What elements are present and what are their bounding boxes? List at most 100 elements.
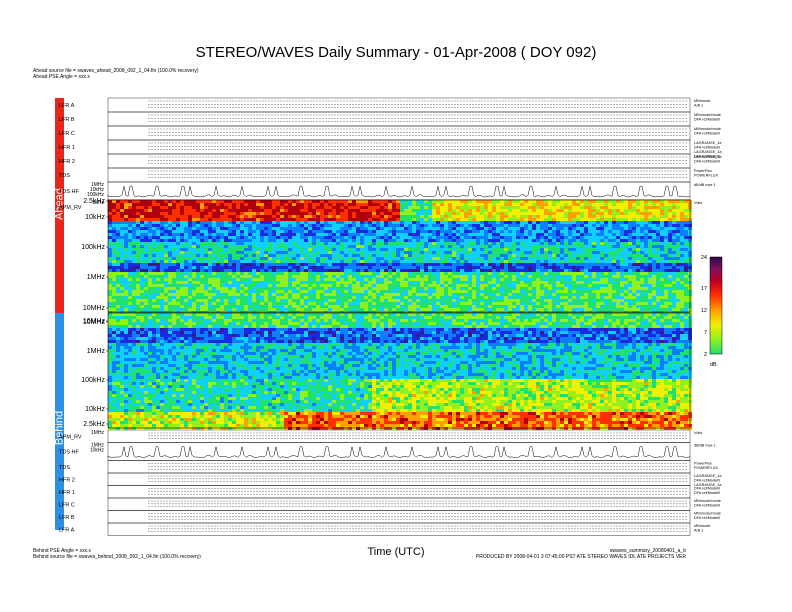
ahead-heat-cell <box>348 272 352 275</box>
ahead-heat-cell <box>204 224 208 227</box>
ahead-heat-cell <box>240 209 244 212</box>
ahead-heat-cell <box>588 269 592 272</box>
ahead-heat-cell <box>324 227 328 230</box>
ahead-heat-cell <box>596 218 600 221</box>
ahead-heat-cell <box>384 296 388 299</box>
ahead-heat-cell <box>252 233 256 236</box>
ahead-heat-cell <box>432 203 436 206</box>
ahead-heat-cell <box>448 224 452 227</box>
ahead-heat-cell <box>264 239 268 242</box>
ahead-heat-cell <box>132 224 136 227</box>
ahead-heat-cell <box>300 239 304 242</box>
ahead-heat-cell <box>576 260 580 263</box>
ahead-heat-cell <box>524 251 528 254</box>
ahead-heat-cell <box>152 296 156 299</box>
ahead-heat-cell <box>344 293 348 296</box>
ahead-heat-cell <box>332 290 336 293</box>
ahead-heat-cell <box>120 200 124 203</box>
ahead-heat-cell <box>228 278 232 281</box>
ahead-heat-cell <box>280 266 284 269</box>
ahead-heat-cell <box>348 278 352 281</box>
ahead-heat-cell <box>584 254 588 257</box>
ahead-heat-cell <box>272 203 276 206</box>
ahead-heat-cell <box>648 236 652 239</box>
ahead-panel-right-label: POWERFLUX <box>694 174 719 178</box>
ahead-heat-cell <box>472 233 476 236</box>
ahead-heat-cell <box>172 230 176 233</box>
ahead-heat-cell <box>384 290 388 293</box>
ahead-heat-cell <box>372 221 376 224</box>
ahead-heat-cell <box>132 269 136 272</box>
ahead-heat-cell <box>664 221 668 224</box>
ahead-heat-cell <box>128 212 132 215</box>
ahead-heat-cell <box>664 209 668 212</box>
ahead-heat-cell <box>408 227 412 230</box>
ahead-heat-cell <box>528 242 532 245</box>
ahead-heat-cell <box>656 212 660 215</box>
ahead-heat-cell <box>448 263 452 266</box>
ahead-heat-cell <box>464 209 468 212</box>
ahead-heat-cell <box>108 266 112 269</box>
behind-panel-tick: 1MHz <box>91 430 105 436</box>
ahead-heat-cell <box>280 293 284 296</box>
ahead-heat-cell <box>140 260 144 263</box>
ahead-heat-cell <box>572 293 576 296</box>
ahead-heat-cell <box>396 236 400 239</box>
ahead-heat-cell <box>668 263 672 266</box>
ahead-heat-cell <box>468 293 472 296</box>
ahead-heat-cell <box>388 293 392 296</box>
ahead-heat-cell <box>668 209 672 212</box>
ahead-heat-cell <box>376 296 380 299</box>
ahead-heat-cell <box>640 215 644 218</box>
ahead-heat-cell <box>672 287 676 290</box>
ahead-heat-cell <box>480 257 484 260</box>
ahead-heat-cell <box>188 218 192 221</box>
ahead-heat-cell <box>336 227 340 230</box>
ahead-heat-cell <box>444 227 448 230</box>
ahead-heat-cell <box>244 275 248 278</box>
ahead-heat-cell <box>348 242 352 245</box>
ahead-heat-cell <box>484 203 488 206</box>
ahead-heat-cell <box>272 275 276 278</box>
ahead-heat-cell <box>500 233 504 236</box>
ahead-heat-cell <box>248 239 252 242</box>
ahead-heat-cell <box>616 206 620 209</box>
ahead-source-file: Ahead source file = swaves_ahead_2008_09… <box>33 68 199 74</box>
ahead-heat-cell <box>220 290 224 293</box>
ahead-heat-cell <box>460 254 464 257</box>
ahead-heat-cell <box>676 224 680 227</box>
ahead-heat-cell <box>224 200 228 203</box>
ahead-heat-cell <box>232 284 236 287</box>
ahead-heat-cell <box>268 227 272 230</box>
ahead-heat-cell <box>364 278 368 281</box>
ahead-heat-cell <box>280 203 284 206</box>
ahead-heat-cell <box>192 263 196 266</box>
ahead-heat-cell <box>236 275 240 278</box>
ahead-heat-cell <box>308 230 312 233</box>
ahead-heat-cell <box>460 293 464 296</box>
ahead-panel-right-label: A/B 1 <box>694 104 703 108</box>
ahead-heat-cell <box>380 218 384 221</box>
ahead-heat-cell <box>328 284 332 287</box>
ahead-heat-cell <box>300 224 304 227</box>
ahead-heat-cell <box>232 203 236 206</box>
ahead-heat-cell <box>380 236 384 239</box>
ahead-heat-cell <box>388 272 392 275</box>
ahead-heat-cell <box>564 281 568 284</box>
ahead-heat-cell <box>428 293 432 296</box>
ahead-heat-cell <box>320 230 324 233</box>
ahead-heat-cell <box>304 263 308 266</box>
ahead-heat-cell <box>620 236 624 239</box>
ahead-heat-cell <box>472 293 476 296</box>
ahead-heat-cell <box>652 293 656 296</box>
ahead-heat-cell <box>244 263 248 266</box>
ahead-heat-cell <box>604 290 608 293</box>
ahead-heat-cell <box>544 215 548 218</box>
ahead-heat-cell <box>600 245 604 248</box>
ahead-heat-cell <box>560 200 564 203</box>
ahead-heat-cell <box>624 236 628 239</box>
ahead-heat-cell <box>528 206 532 209</box>
ahead-heat-cell <box>672 227 676 230</box>
ahead-heat-cell <box>632 236 636 239</box>
ahead-heat-cell <box>340 263 344 266</box>
